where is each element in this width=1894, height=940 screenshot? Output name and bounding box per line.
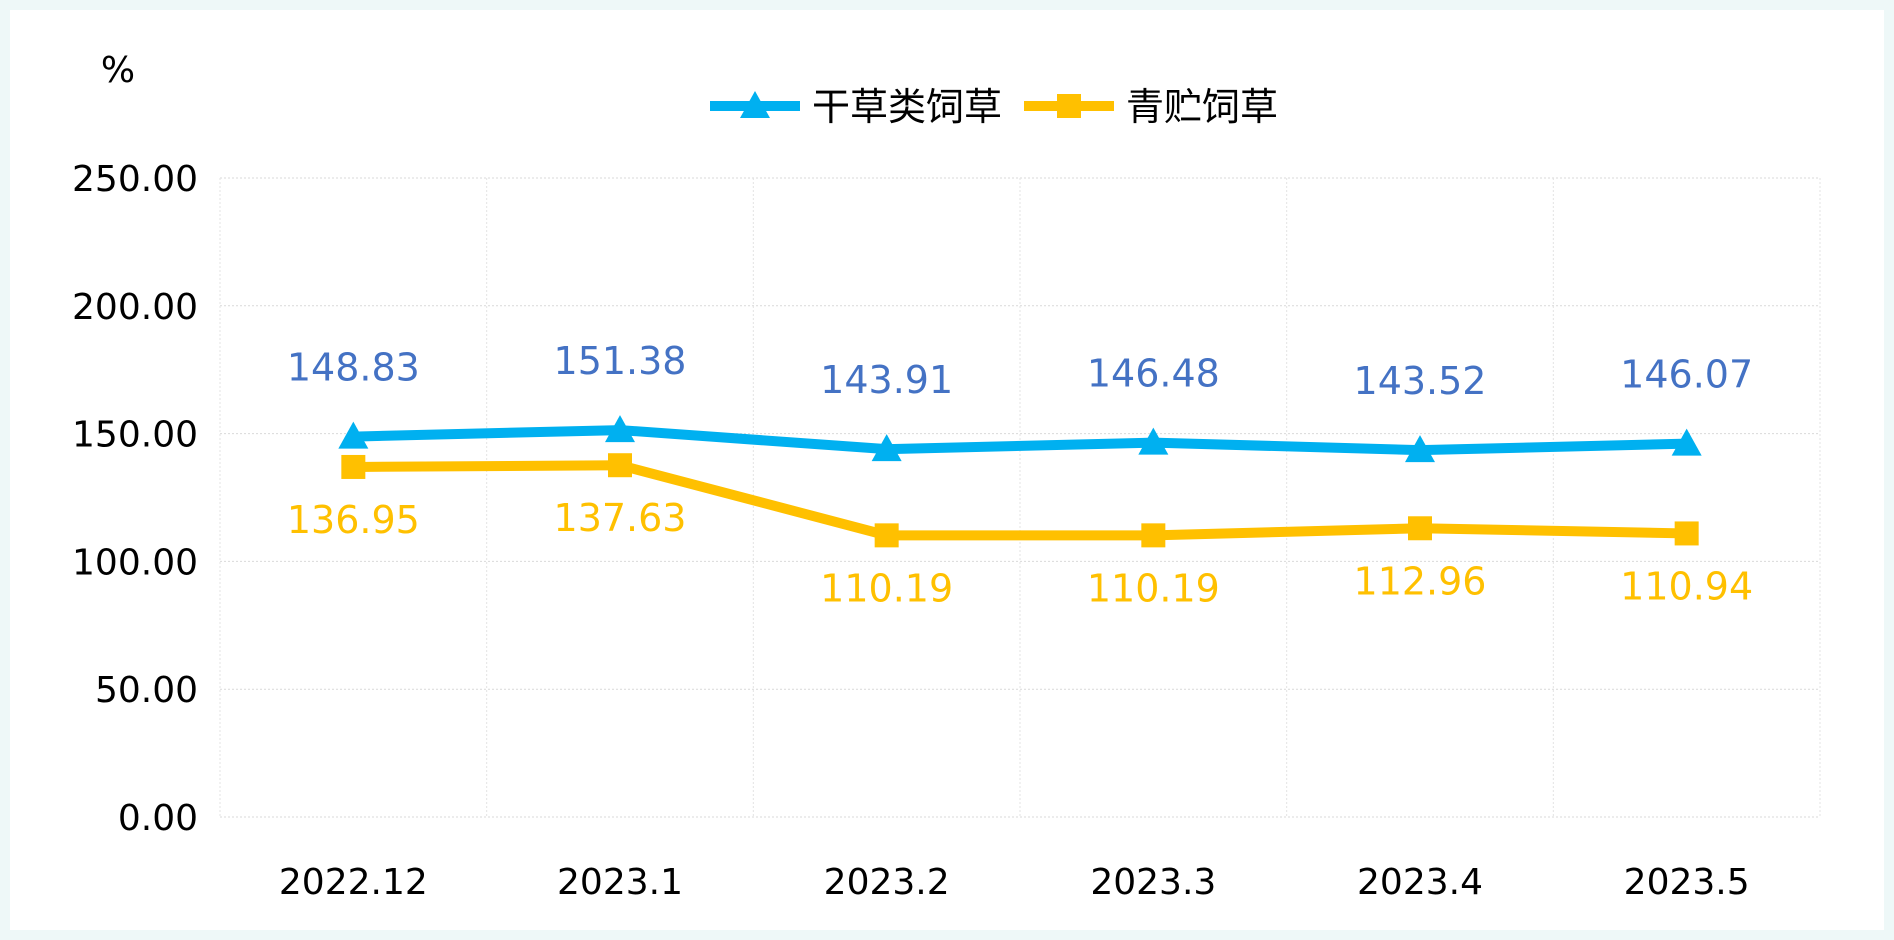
data-label-silage: 112.96 [1354, 559, 1487, 603]
y-unit-label: % [101, 50, 135, 91]
chart-card: % 0.00 50.00 100.00 150.00 200.00 250.00 2022.… [10, 10, 1884, 930]
data-point-silage [874, 523, 899, 548]
data-point-hay [871, 434, 902, 462]
legend: 干草类饲草 青贮饲草 [710, 85, 1278, 129]
data-point-hay [1405, 435, 1435, 463]
y-tick-label: 150.00 [72, 415, 198, 456]
data-label-hay: 148.83 [287, 346, 420, 390]
x-tick-label: 2023.5 [1624, 862, 1750, 903]
data-point-silage [1141, 523, 1166, 548]
data-point-silage [341, 454, 366, 479]
y-tick-label: 0.00 [118, 798, 198, 839]
y-tick-label: 100.00 [72, 542, 198, 583]
x-tick-label: 2022.12 [279, 862, 428, 903]
legend-marker-silage [1057, 94, 1081, 118]
data-label-hay: 143.91 [820, 358, 953, 402]
series [338, 415, 1702, 548]
y-tick-label: 250.00 [72, 159, 198, 200]
line-chart: % 0.00 50.00 100.00 150.00 200.00 250.00 2022.… [72, 50, 1821, 903]
series-line-hay [348, 425, 1692, 456]
data-label-hay: 146.07 [1620, 353, 1753, 397]
data-point-silage [608, 453, 632, 478]
data-label-silage: 110.19 [820, 566, 953, 610]
axes: % 0.00 50.00 100.00 150.00 200.00 250.00 2022.… [72, 50, 1750, 903]
legend-marker-hay [740, 91, 770, 118]
y-tick-label: 200.00 [72, 287, 198, 328]
data-point-hay [605, 415, 635, 443]
grid [219, 177, 1821, 818]
x-tick-label: 2023.4 [1357, 862, 1483, 903]
data-point-silage [1408, 516, 1432, 541]
data-label-hay: 143.52 [1354, 359, 1487, 403]
data-point-hay [338, 421, 369, 449]
data-label-silage: 110.94 [1620, 564, 1753, 608]
legend-label-hay: 干草类饲草 [812, 85, 1002, 129]
x-tick-label: 2023.3 [1090, 862, 1216, 903]
y-tick-label: 50.00 [95, 670, 198, 711]
data-point-hay [1671, 428, 1702, 456]
data-label-silage: 136.95 [287, 498, 420, 542]
data-point-silage [1674, 521, 1699, 546]
series-line-silage [348, 460, 1692, 541]
data-label-silage: 110.19 [1087, 566, 1220, 610]
data-label-silage: 137.63 [554, 496, 687, 540]
data-label-hay: 151.38 [554, 339, 687, 383]
data-label-hay: 146.48 [1087, 352, 1220, 396]
legend-label-silage: 青贮饲草 [1126, 85, 1278, 129]
data-labels: 148.83 151.38 143.91 146.48 143.52 146.07 136.… [287, 339, 1753, 610]
x-tick-label: 2023.2 [824, 862, 950, 903]
x-tick-label: 2023.1 [557, 862, 683, 903]
data-point-hay [1138, 427, 1169, 455]
